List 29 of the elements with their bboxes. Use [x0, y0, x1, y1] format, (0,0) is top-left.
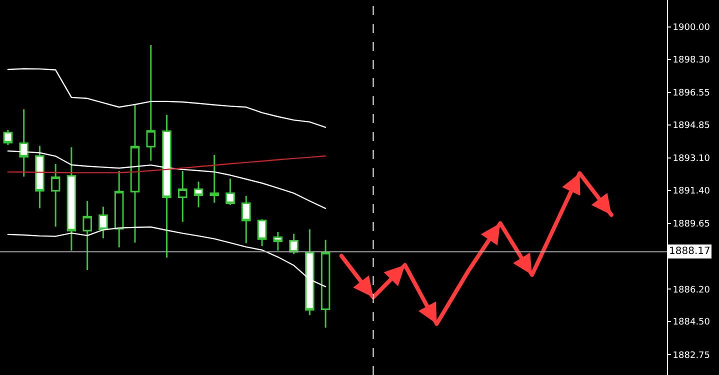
candlestick [257, 218, 267, 247]
y-tick-label: 1884.50 [672, 318, 710, 328]
y-tick-label: 1898.30 [672, 55, 710, 66]
candlestick [146, 44, 156, 162]
candlestick [50, 163, 60, 228]
y-tick-label: 1900.00 [672, 23, 710, 34]
candlestick [273, 231, 283, 252]
candlestick [114, 170, 124, 248]
line-series [7, 68, 326, 128]
y-tick-label: 1889.65 [672, 220, 710, 230]
picture-forecast-arrowhead: 1888.17 [668, 244, 712, 258]
candlestick [210, 154, 220, 204]
candlestick [194, 180, 204, 208]
candlestick [242, 195, 251, 244]
candlestick [82, 200, 92, 271]
candlestick [3, 129, 13, 146]
y-tick-label: 1896.55 [672, 88, 710, 99]
candlestick [226, 178, 235, 206]
candlestick [320, 239, 330, 328]
candlestick [289, 233, 298, 255]
line-series [7, 155, 326, 174]
candlestick [130, 104, 140, 244]
y-tick-label: 1894.85 [672, 120, 710, 131]
y-tick-label: 1882.75 [672, 350, 710, 361]
line-series [339, 171, 614, 326]
y-tick-label: 1891.40 [672, 186, 710, 196]
y-tick-label: 1886.20 [672, 285, 710, 296]
y-tick-label: 1893.10 [672, 154, 710, 164]
candlestick [178, 170, 188, 223]
